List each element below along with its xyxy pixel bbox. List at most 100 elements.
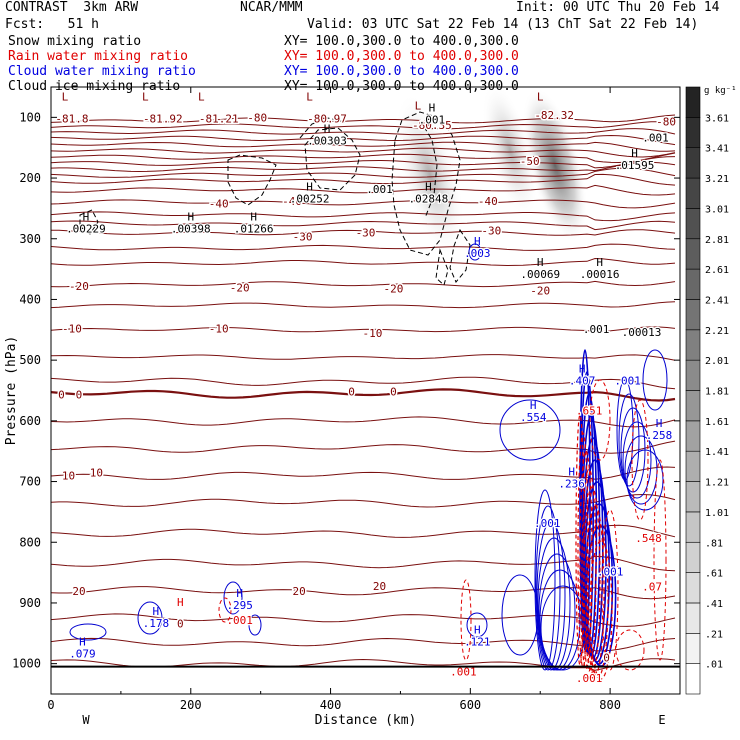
colorbar-swatch [685,481,701,513]
extremum-value: .02848 [409,192,449,205]
isotherm-label: -20 [69,280,89,293]
colorbar-label: 3.01 [705,204,729,215]
colorbar-label: 1.41 [705,447,729,458]
isotherm-line [51,134,676,146]
isotherm-line [51,354,676,361]
y-tick-label: 300 [19,232,41,246]
extremum-value: .00303 [307,135,347,148]
isotherm-line [51,280,676,288]
rain-contour [579,450,593,670]
cloud-water-contour [626,449,664,511]
extremum-mark: H [474,623,481,636]
isotherm-label: 20 [72,585,85,598]
map-boundary [304,127,361,191]
extremum-mark: H [631,147,638,160]
colorbar-swatch [685,268,701,300]
isotherm-line [51,637,676,652]
colorbar-label: 2.41 [705,295,729,306]
colorbar-swatch [685,299,701,331]
extremum-value: .121 [464,635,491,648]
rain-contour [589,379,611,461]
y-tick-label: 700 [19,475,41,489]
plot-frame [50,86,681,695]
extremum-value: .00013 [622,326,662,339]
colorbar-label: 3.61 [705,113,729,124]
y-tick-label: 900 [19,596,41,610]
rain-contour [653,459,667,661]
isotherm-line [51,128,676,136]
map-boundary [449,228,471,283]
extremum-mark: L [198,90,205,103]
cloud-water-contour [69,623,107,641]
cloud-water-contour [536,521,566,671]
extremum-value: .01266 [234,223,274,236]
extremum-mark: H [177,596,184,609]
extremum-mark: H [324,123,331,136]
isotherm-line [51,229,676,236]
cloud-water-contour [137,601,163,635]
y-tick-label: 1000 [12,657,41,671]
isotherm-line [51,586,676,600]
colorbar-swatch [685,177,701,209]
isotherm-line [51,173,676,186]
snow-shading [395,92,465,258]
colorbar-swatch [685,572,701,604]
isotherm-line [51,524,676,538]
colorbar-label: 3.41 [705,144,729,155]
map-boundary [79,209,99,235]
isotherm-line [51,388,676,402]
isotherm-line [51,326,676,333]
colorbar-label: 2.01 [705,356,729,367]
rain-contour [601,509,619,671]
field-name-rain: Rain water mixing ratio [8,49,189,64]
x-tick-label: 800 [599,698,621,712]
isotherm-line [51,613,676,627]
extremum-value: .407 [569,374,596,387]
y-tick-label: 200 [19,171,41,185]
isotherm-label: -10 [363,327,383,340]
isotherm-label: -20 [384,283,404,296]
isotherm-line [51,199,676,209]
colorbar-swatch [685,359,701,391]
isotherm-label: -81.21 [199,113,239,126]
isotherm-line [51,440,676,454]
cloud-water-contour [622,421,652,499]
extremum-mark: H [537,256,544,269]
extremum-value: .00229 [66,223,106,236]
extremum-mark: H [236,587,243,600]
colorbar-label: .01 [705,660,723,671]
extremum-mark: L [306,90,313,103]
extremum-mark: H [579,362,586,375]
isotherm-label: 0 [390,386,397,399]
isotherm-line [51,152,676,164]
isotherm-line [51,220,676,231]
isotherm-label: 10 [90,466,103,479]
colorbar-swatch [685,420,701,452]
isotherm-line [51,211,676,222]
rain-contour [577,432,589,668]
colorbar-swatch [685,117,701,148]
isotherm-line [51,301,676,309]
y-tick-label: 800 [19,535,41,549]
extremum-value: .00069 [520,268,560,281]
map-boundary [299,117,346,139]
isotherm-line [51,184,676,196]
extremum-value: .00398 [171,223,211,236]
header-org: NCAR/MMM [240,0,303,15]
isotherm-label: 0 [603,652,610,665]
header-valid: Valid: 03 UTC Sat 22 Feb 14 (13 ChT Sat … [307,17,699,32]
isotherm-label: 0 [348,386,355,399]
extremum-value: .258 [646,429,673,442]
x-tick-label: 400 [320,698,342,712]
extremum-value: .01595 [615,159,655,172]
isotherm-line [51,257,676,267]
isotherm-label: 0 [177,618,184,631]
isotherm-label: -80.97 [307,113,347,126]
rain-contour [575,414,585,666]
colorbar-swatch [685,86,701,118]
colorbar-label: .21 [705,629,723,640]
east-end-label: E [658,713,665,727]
header-fcst: Fcst: 51 h [5,17,99,32]
rain-contour [631,399,649,521]
